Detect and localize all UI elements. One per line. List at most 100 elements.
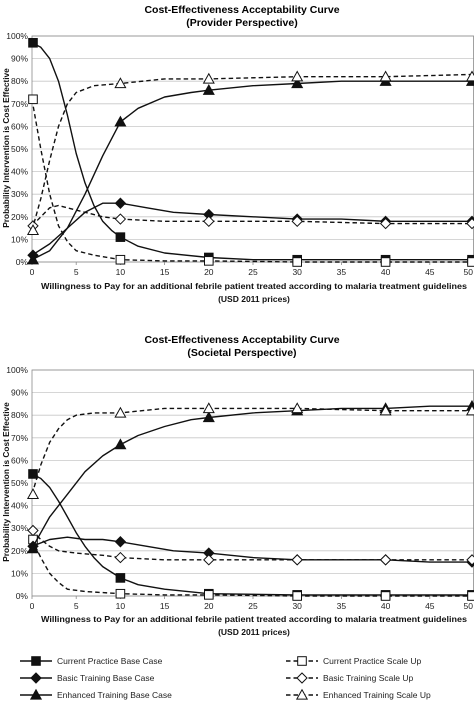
- legend-label-basic-training-scale-up: Basic Training Scale Up: [323, 673, 414, 683]
- chart2-data-point: [202, 402, 215, 414]
- chart2-data-point: [379, 404, 392, 416]
- chart2-data-point: [202, 411, 215, 423]
- chart1-series-6: [26, 70, 474, 236]
- chart1-title: Cost-Effectiveness Acceptability Curve: [144, 4, 339, 16]
- chart1-data-point: [380, 257, 391, 267]
- chart2-y-tick-label: 30%: [11, 523, 28, 533]
- legend-label-enhanced-training-scale-up: Enhanced Training Scale Up: [323, 690, 431, 700]
- chart2-y-tick-label: 50%: [11, 478, 28, 488]
- chart2-data-point: [465, 404, 474, 416]
- chart2-x-axis-unit: (USD 2011 prices): [218, 627, 290, 637]
- chart1-series-4: [27, 204, 474, 232]
- chart1-plot: 0% 10% 20% 30% 40% 50% 60% 70% 80% 90% 100% 0 5 10 15 2…: [6, 31, 474, 277]
- legend-label-enhanced-training-base: Enhanced Training Base Case: [57, 690, 172, 700]
- chart1-data-point: [28, 94, 38, 105]
- chart1-data-point: [26, 224, 40, 236]
- legend-swatch-marker: [297, 656, 307, 666]
- chart1-data-point: [202, 84, 215, 95]
- chart2-series-1: [28, 469, 474, 600]
- chart1-data-point: [115, 232, 126, 242]
- chart1-y-tick-label: 30%: [11, 189, 28, 199]
- chart2-data-point: [380, 591, 391, 601]
- chart1-y-axis-label: Probability Intervention is Cost Effecti…: [1, 68, 11, 228]
- chart2-series-line: [31, 539, 474, 597]
- legend-swatch-marker: [295, 688, 309, 700]
- chart2-data-point: [203, 554, 215, 566]
- chart1-x-tick-label: 45: [425, 267, 435, 277]
- chart1-data-point: [466, 217, 474, 230]
- chart2-data-point: [114, 551, 127, 564]
- chart-marks: 0%10%20%30%40%50%60%70%80%90%100%0 5 10 15 2…: [6, 31, 474, 700]
- chart2-data-point: [115, 588, 126, 599]
- chart1-data-point: [379, 70, 392, 82]
- chart1-x-tick-label: 35: [337, 267, 347, 277]
- chart2-y-tick-label: 0%: [16, 591, 29, 601]
- chart1-series-line: [31, 204, 474, 227]
- chart2-series-line: [31, 405, 474, 549]
- chart1-y-tick-label: 100%: [6, 31, 28, 41]
- chart1-subtitle: (Provider Perspective): [186, 17, 297, 29]
- chart1-x-axis-label: Willingness to Pay for an additional feb…: [41, 281, 467, 291]
- chart1-y-tick-label: 90%: [11, 54, 28, 64]
- chart2-x-tick-label: 15: [160, 601, 170, 611]
- chart2-x-tick-label: 10: [116, 601, 126, 611]
- chart2-series-5: [26, 399, 474, 554]
- legend-swatch-marker: [296, 672, 308, 684]
- chart2-data-point: [26, 488, 40, 499]
- chart1-x-tick-label: 20: [204, 267, 214, 277]
- legend-label-basic-training-base: Basic Training Base Case: [57, 673, 155, 683]
- chart1-data-point: [291, 77, 304, 89]
- chart1-series-2: [28, 94, 474, 267]
- chart2-y-tick-label: 40%: [11, 501, 28, 511]
- chart2-y-tick-label: 10%: [11, 568, 28, 578]
- chart2-data-point: [114, 438, 127, 450]
- chart2-data-point: [114, 406, 127, 418]
- chart1-data-point: [203, 215, 215, 228]
- chart1-series-3: [27, 197, 474, 261]
- chart2-data-point: [291, 402, 304, 414]
- chart2-y-tick-label: 90%: [11, 388, 28, 398]
- legend-label-current-practice-scale-up: Current Practice Scale Up: [323, 656, 422, 666]
- chart2-series-2: [28, 534, 474, 601]
- legend: [20, 656, 318, 700]
- chart1-x-tick-label: 15: [160, 267, 170, 277]
- chart1-y-tick-label: 80%: [11, 76, 28, 86]
- chart1-x-tick-label: 10: [116, 267, 126, 277]
- chart2-plot: 0% 10% 20% 30% 40% 50% 60% 70% 80% 90% 100% 0 5 10 15 2…: [6, 365, 474, 611]
- chart1-x-axis-unit: (USD 2011 prices): [218, 294, 290, 304]
- chart2-x-axis-label: Willingness to Pay for an additional feb…: [41, 614, 467, 624]
- chart2-series-line: [31, 407, 474, 495]
- chart2-series-line: [31, 530, 474, 561]
- chart2-series-4: [27, 524, 474, 566]
- chart1-data-point: [204, 256, 214, 266]
- chart1-series-1: [28, 37, 474, 265]
- chart1-y-tick-label: 50%: [11, 144, 28, 154]
- chart1-data-point: [114, 197, 127, 209]
- chart2-data-point: [26, 542, 40, 554]
- chart2-data-point: [292, 591, 302, 601]
- chart1-data-point: [26, 253, 40, 265]
- chart1-y-tick-label: 0%: [16, 257, 29, 267]
- chart2-y-tick-label: 60%: [11, 455, 28, 465]
- chart2-x-tick-label: 35: [337, 601, 347, 611]
- chart2-data-point: [114, 536, 127, 548]
- chart2-x-tick-label: 5: [74, 601, 79, 611]
- chart1-data-point: [114, 77, 127, 89]
- chart1-data-point: [28, 37, 38, 48]
- chart1-x-tick-label: 30: [292, 267, 302, 277]
- chart1-data-point: [465, 70, 474, 82]
- chart1-data-point: [115, 254, 126, 265]
- chart2-x-tick-label: 0: [30, 601, 35, 611]
- chart1-x-tick-label: 50: [464, 267, 474, 277]
- legend-swatch-marker: [29, 688, 43, 700]
- chart1-y-tick-label: 60%: [11, 121, 28, 131]
- chart1-data-point: [114, 115, 127, 127]
- chart1-y-tick-label: 10%: [11, 234, 28, 244]
- chart1-y-tick-label: 70%: [11, 99, 28, 109]
- chart1-y-tick-label: 20%: [11, 212, 28, 222]
- chart1-series-line: [31, 73, 474, 231]
- chart2-data-point: [291, 554, 303, 566]
- chart2-title: Cost-Effectiveness Acceptability Curve: [144, 334, 339, 346]
- chart1-data-point: [291, 215, 303, 228]
